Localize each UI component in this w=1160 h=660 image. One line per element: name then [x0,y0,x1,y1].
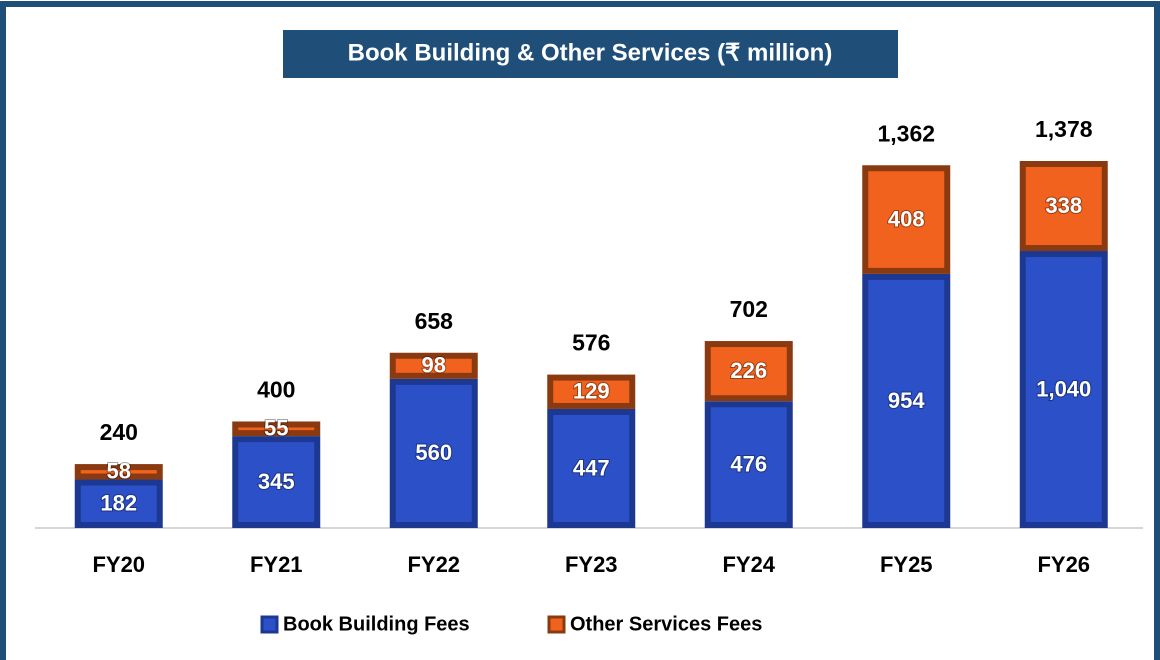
value-label: 345 [258,469,295,494]
bar-segment [1019,161,1108,252]
legend-swatch [547,615,566,634]
bar-segment [704,401,793,529]
value-label: 58 [107,459,131,484]
legend-label: Other Services Fees [570,613,762,635]
title-box [283,30,898,78]
total-label: 576 [572,330,610,356]
value-label: 1,040 [1036,376,1091,401]
value-label: 338 [1045,193,1082,218]
bar-segment [862,273,951,528]
bar-segment [1019,251,1108,529]
legend-label: Book Building Fees [283,613,470,635]
total-label: 400 [257,377,295,403]
value-label: 476 [730,451,767,476]
x-tick-label: FY26 [1037,552,1090,577]
legend-swatch [260,615,279,634]
x-tick-label: FY21 [250,552,303,577]
bar-segment [74,464,163,480]
bar-segment [389,378,478,529]
total-label: 702 [730,296,768,322]
total-label: 1,362 [877,120,935,146]
bar-segment [74,479,163,528]
value-label: 447 [573,455,610,480]
bar-segment [547,374,636,409]
value-label: 408 [888,206,925,231]
value-label: 55 [264,416,288,441]
total-label: 1,378 [1035,116,1093,142]
x-tick-label: FY22 [407,552,460,577]
value-label: 98 [422,353,446,378]
value-label: 226 [730,358,767,383]
total-label: 240 [100,419,138,445]
total-label: 658 [415,308,454,334]
x-tick-label: FY24 [722,552,775,577]
bar-segment [862,165,951,274]
bar-segment [389,352,478,379]
x-tick-label: FY20 [92,552,145,577]
x-tick-label: FY23 [565,552,618,577]
value-label: 954 [888,388,925,413]
chart-title: Book Building & Other Services (₹ millio… [348,39,833,66]
bar-segment [232,421,321,437]
value-label: 182 [100,491,137,516]
bar-segment [704,341,793,402]
value-label: 129 [573,379,610,404]
bar-segment [547,408,636,529]
value-label: 560 [415,440,452,465]
x-tick-label: FY25 [880,552,933,577]
bar-segment [232,436,321,528]
